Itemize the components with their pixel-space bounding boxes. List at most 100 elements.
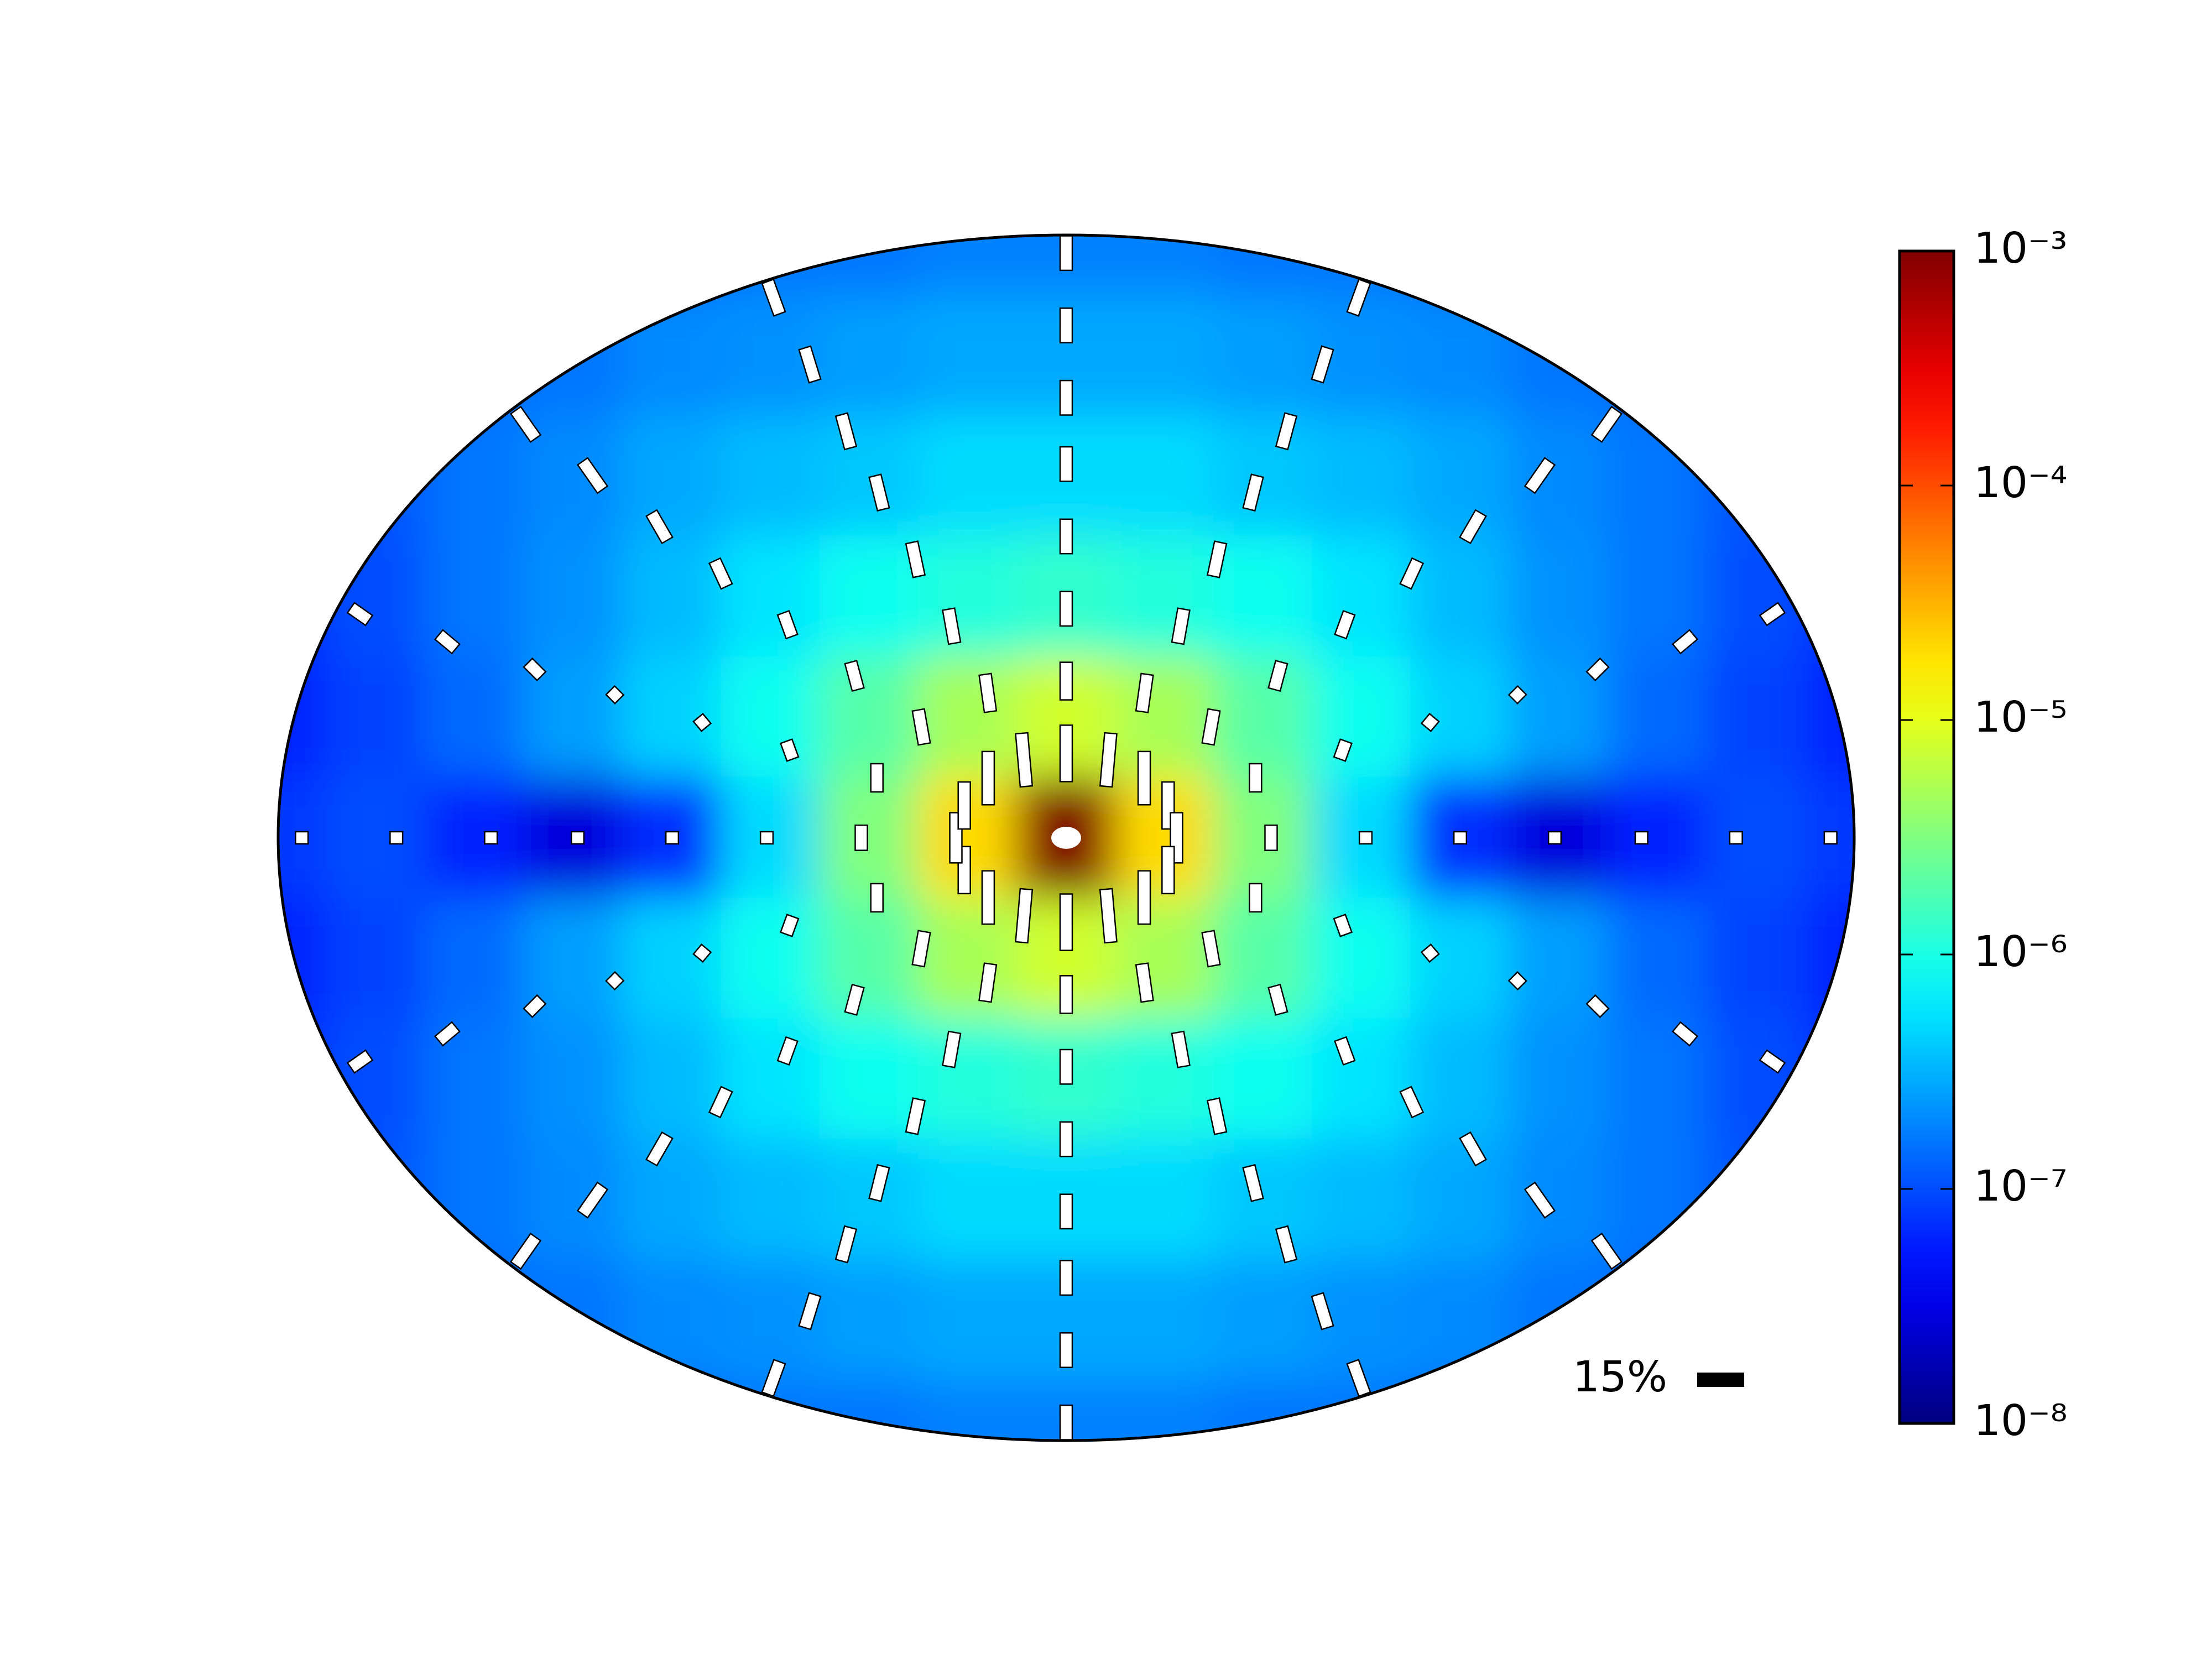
colorbar-tick-label: 10⁻³ <box>1974 224 2068 273</box>
polarization-vector <box>1161 846 1175 895</box>
polarization-vector <box>1059 591 1073 627</box>
polarization-vector <box>1059 1332 1073 1368</box>
heatmap-cell <box>1804 1139 1854 1260</box>
heatmap-cell <box>524 1259 624 1381</box>
heatmap-cell <box>1705 656 1806 778</box>
heatmap-cell <box>327 777 427 899</box>
heatmap-cell <box>1804 1259 1854 1381</box>
heatmap-cell <box>278 898 328 1019</box>
heatmap-cell <box>1115 898 1215 1019</box>
polarization-vector <box>844 983 865 1016</box>
polarization-vector <box>1399 557 1425 590</box>
heatmap-cell <box>1804 415 1854 537</box>
polarization-vector <box>1059 1121 1073 1157</box>
polarization-vector <box>692 712 712 732</box>
polarization-vector <box>1099 732 1118 788</box>
polarization-vector <box>911 708 931 746</box>
heatmap-cell <box>425 1380 525 1441</box>
heatmap-cell <box>1804 898 1854 1019</box>
heatmap-cell <box>917 415 1018 537</box>
heatmap-cell <box>819 1380 919 1441</box>
heatmap-cell <box>917 295 1018 416</box>
polarization-vector <box>1249 883 1262 913</box>
heatmap-cell <box>1213 898 1313 1019</box>
polarization-vector <box>346 1049 374 1074</box>
heatmap-cell <box>1312 1139 1412 1260</box>
heatmap-cell <box>721 898 821 1019</box>
heatmap-cell <box>721 1018 821 1140</box>
polarization-vector <box>1264 825 1278 851</box>
polarization-vector <box>708 557 733 590</box>
polarization-vector <box>1059 1404 1073 1441</box>
polarization-vector <box>1311 1292 1334 1331</box>
polarization-vector <box>1242 1164 1264 1202</box>
heatmap-cell <box>819 235 919 296</box>
polarization-vector <box>665 831 680 845</box>
polarization-vector <box>692 943 712 963</box>
heatmap-cell <box>1312 1018 1412 1140</box>
polarization-vector <box>779 914 800 937</box>
heatmap-cell <box>1804 235 1854 296</box>
heatmap-cell <box>425 1139 525 1260</box>
polarization-vector <box>1267 660 1288 692</box>
polarization-vector <box>708 1086 733 1119</box>
polarization-vector <box>779 738 800 762</box>
heatmap-cell <box>327 1139 427 1260</box>
polarization-vector <box>957 781 971 830</box>
heatmap-cell <box>721 536 821 658</box>
heatmap-cell <box>622 1139 722 1260</box>
polarization-vector <box>1420 712 1440 732</box>
polarization-vector <box>1358 831 1373 845</box>
polarization-vector <box>761 278 786 317</box>
polarization-vector <box>1059 446 1073 482</box>
heatmap-cell <box>1115 1139 1215 1260</box>
polarization-vector <box>576 457 609 494</box>
polarization-vector <box>868 1164 890 1202</box>
polarization-vector <box>1585 657 1610 682</box>
polarization-vector <box>509 1233 542 1270</box>
polarization-vector <box>1459 509 1487 545</box>
polarization-vector <box>981 750 995 806</box>
heatmap-cell <box>1410 295 1510 416</box>
polarization-vector <box>1137 750 1151 806</box>
polarization-vectors <box>295 235 1838 1441</box>
heatmap-cell <box>622 1380 722 1441</box>
polarization-vector <box>1634 831 1648 845</box>
heatmap-cell <box>1705 415 1806 537</box>
polarization-vector <box>1311 345 1334 384</box>
polarization-vector <box>1507 971 1527 991</box>
heatmap-cell <box>1804 656 1854 778</box>
polarization-vector <box>1275 1225 1298 1264</box>
colorbar-tick-label: 10⁻⁶ <box>1974 927 2068 977</box>
heatmap-cell <box>278 536 328 658</box>
heatmap-cell <box>524 1018 624 1140</box>
heatmap-cell <box>1607 1139 1707 1260</box>
heatmap-cell <box>819 777 919 899</box>
center-mask <box>1051 827 1081 849</box>
heatmap-cell <box>1115 295 1215 416</box>
polarization-vector <box>645 509 674 545</box>
polarization-vector <box>1585 994 1610 1019</box>
heatmap-cell <box>1705 295 1806 416</box>
heatmap-cell <box>1607 235 1707 296</box>
heatmap-cell <box>1607 898 1707 1019</box>
heatmap-cell <box>425 656 525 778</box>
heatmap-cell <box>1804 1018 1854 1140</box>
heatmap-cell <box>278 235 328 296</box>
heatmap-cell <box>1410 235 1510 296</box>
heatmap-cell <box>1213 1018 1313 1140</box>
polarization-vector <box>868 473 890 512</box>
polarization-vector <box>523 657 547 682</box>
polarization-vector <box>942 607 962 645</box>
heatmap-cell <box>278 656 328 778</box>
colorbar-tick-label: 10⁻⁴ <box>1974 458 2068 508</box>
heatmap-cell <box>524 235 624 296</box>
heatmap-cell <box>425 1259 525 1381</box>
polarization-vector <box>1059 893 1073 951</box>
heatmap-cell <box>327 536 427 658</box>
polarization-vector <box>1201 708 1221 746</box>
polarization-vector <box>389 831 404 845</box>
heatmap-cell <box>1705 1018 1806 1140</box>
polarization-vector <box>1059 1048 1073 1085</box>
heatmap-cell <box>1705 1139 1806 1260</box>
